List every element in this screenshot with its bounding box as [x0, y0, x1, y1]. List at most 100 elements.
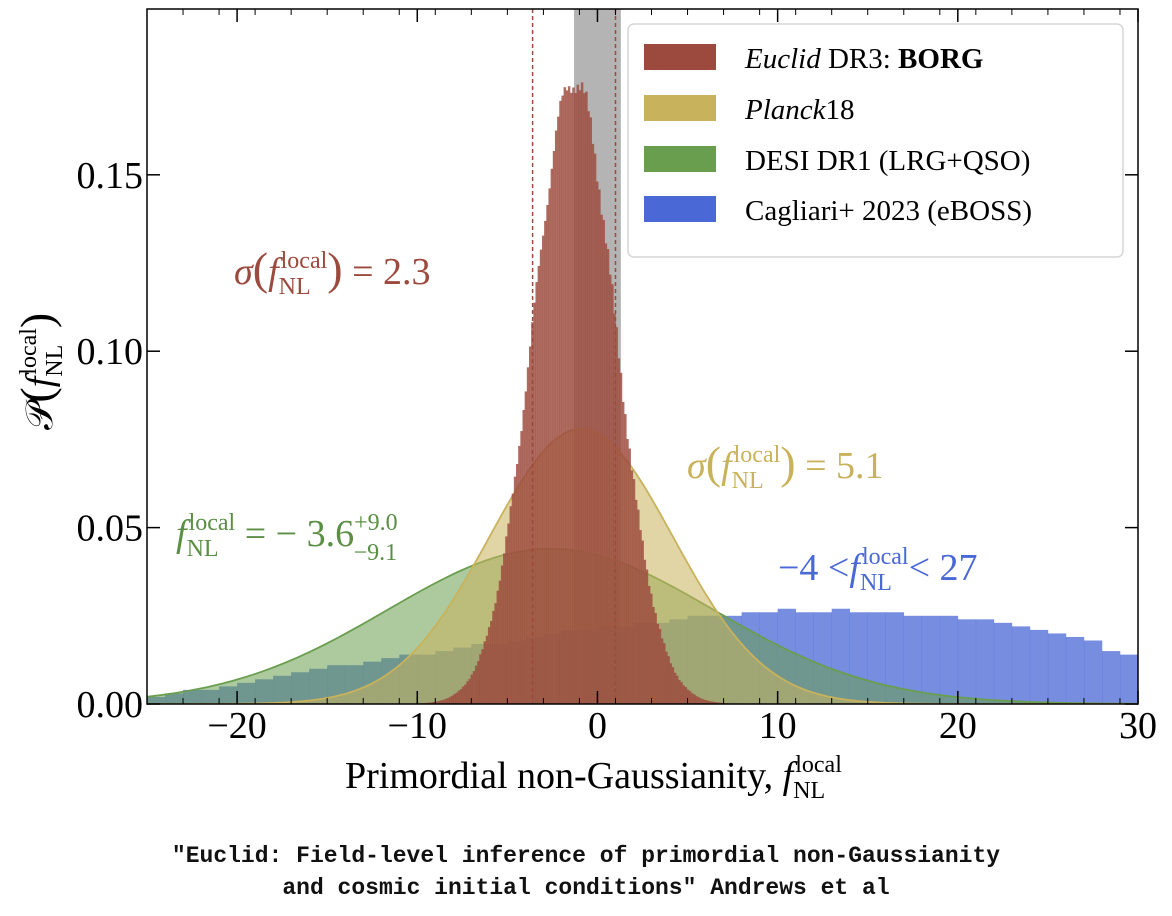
borg-bar — [464, 684, 467, 704]
borg-bar — [537, 265, 541, 704]
annotation-eboss-range: −4 <fNLlocal< 27 — [778, 544, 978, 596]
borg-bar — [643, 559, 647, 704]
borg-bar — [710, 701, 714, 704]
borg-bar — [436, 701, 439, 704]
eboss-bar — [939, 615, 959, 704]
borg-histogram — [399, 82, 761, 704]
borg-bar — [619, 372, 623, 704]
borg-bar — [567, 86, 571, 704]
borg-bar — [676, 675, 679, 704]
borg-bar — [667, 656, 670, 704]
x-tick-label: 10 — [759, 705, 797, 747]
borg-bar — [671, 667, 675, 704]
borg-bar — [481, 649, 484, 704]
borg-bar — [528, 346, 532, 704]
borg-bar — [474, 665, 478, 704]
borg-bar — [526, 367, 530, 704]
x-axis-label: Primordial non-Gaussianity, fNLlocal — [345, 752, 842, 804]
borg-bar — [511, 493, 515, 704]
borg-bar — [524, 391, 528, 704]
annotation-planck-sigma: σ(fNLlocal) = 5.1 — [687, 437, 884, 494]
borg-bar — [544, 220, 547, 704]
borg-bar — [574, 93, 577, 704]
borg-bar — [477, 661, 480, 704]
borg-bar — [673, 672, 677, 704]
borg-bar — [680, 682, 683, 704]
borg-bar — [468, 678, 471, 704]
borg-bar — [585, 91, 588, 704]
borg-bar — [647, 585, 651, 704]
borg-bar — [704, 699, 707, 704]
borg-bar — [691, 693, 694, 704]
borg-bar — [466, 681, 469, 704]
caption-line-1: "Euclid: Field-level inference of primor… — [171, 843, 1001, 869]
borg-bar — [446, 698, 450, 704]
borg-bar — [714, 702, 718, 704]
borg-bar — [461, 686, 465, 704]
borg-bar — [459, 689, 463, 704]
eboss-bar — [1011, 626, 1031, 704]
borg-bar — [654, 612, 657, 704]
borg-bar — [634, 499, 638, 704]
borg-bar — [440, 700, 443, 704]
borg-bar — [617, 358, 621, 704]
borg-bar — [550, 168, 554, 704]
borg-bar — [593, 153, 597, 704]
borg-bar — [444, 698, 448, 704]
legend: Euclid DR3: BORG Planck18 DESI DR1 (LRG+… — [627, 23, 1124, 258]
legend-swatch-desi — [644, 146, 716, 172]
legend-label-borg: Euclid DR3: BORG — [744, 43, 983, 75]
borg-bar — [637, 509, 640, 704]
legend-swatch-planck — [644, 95, 716, 121]
borg-bar — [598, 189, 601, 704]
eboss-bar — [921, 615, 941, 704]
borg-bar — [669, 663, 672, 704]
borg-bar — [576, 84, 580, 704]
borg-bar — [509, 506, 512, 704]
borg-bar — [451, 695, 454, 704]
eboss-bar — [1083, 640, 1103, 704]
borg-bar — [628, 448, 631, 704]
borg-bar — [663, 643, 666, 704]
legend-swatch-eboss — [644, 196, 716, 222]
legend-label-planck: Planck18 — [744, 94, 855, 126]
borg-bar — [684, 687, 688, 704]
eboss-bar — [903, 615, 923, 704]
borg-bar — [483, 641, 487, 704]
eboss-bar — [1047, 633, 1067, 704]
borg-bar — [641, 540, 644, 704]
axis-ticks: −20 −10 0 10 20 30 0.00 0.05 0.10 0.15 — [77, 9, 1157, 747]
dashed-bounds — [531, 9, 617, 704]
borg-bar — [589, 117, 592, 704]
legend-label-eboss: Cagliari+ 2023 (eBOSS) — [745, 195, 1032, 227]
borg-bar — [600, 214, 603, 704]
borg-bar — [520, 431, 523, 704]
borg-bar — [708, 701, 711, 704]
borg-bar — [695, 696, 698, 704]
borg-bar — [613, 313, 616, 704]
legend-swatch-borg — [644, 44, 716, 70]
borg-bar — [498, 580, 502, 704]
borg-bar — [650, 593, 653, 704]
borg-bar — [591, 143, 595, 704]
borg-bar — [472, 671, 476, 704]
borg-bar — [701, 699, 705, 704]
borg-bar — [541, 235, 545, 704]
borg-bar — [706, 700, 709, 704]
borg-bar — [587, 111, 590, 704]
borg-bar — [626, 439, 629, 704]
borg-bar — [505, 536, 508, 704]
eboss-bar — [957, 619, 977, 704]
borg-bar — [522, 409, 525, 704]
caption-line-2: and cosmic initial conditions" Andrews e… — [282, 875, 890, 901]
borg-bar — [606, 249, 610, 704]
borg-bar — [503, 553, 506, 704]
y-tick-label: 0.05 — [77, 508, 144, 550]
borg-bar — [570, 92, 573, 704]
borg-bar — [712, 701, 716, 704]
borg-bar — [660, 638, 664, 704]
borg-bar — [630, 470, 634, 704]
borg-bar — [693, 694, 696, 704]
legend-label-desi: DESI DR1 (LRG+QSO) — [745, 145, 1030, 177]
